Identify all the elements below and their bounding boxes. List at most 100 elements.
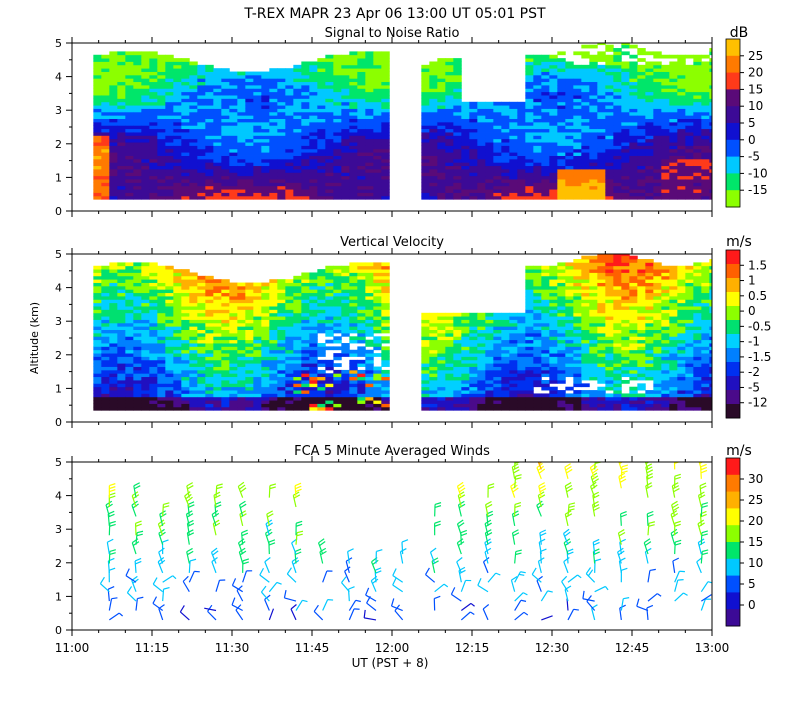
vv-cell <box>237 289 245 293</box>
snr-cell <box>101 112 109 116</box>
vv-cell <box>213 336 221 340</box>
snr-cell <box>189 119 197 123</box>
snr-cell <box>701 78 709 82</box>
snr-cell <box>285 152 293 156</box>
vv-cell <box>197 350 205 354</box>
snr-cell <box>173 145 181 149</box>
vv-cell <box>213 363 221 367</box>
snr-cell <box>205 102 213 106</box>
snr-cell <box>173 65 181 69</box>
vv-cell <box>333 272 341 276</box>
snr-cell <box>309 75 317 79</box>
vv-cell <box>149 363 157 367</box>
vv-cell <box>469 367 477 371</box>
vv-cell <box>421 343 429 347</box>
snr-cell <box>621 112 629 116</box>
snr-cell <box>317 145 325 149</box>
vv-cell <box>261 283 269 287</box>
vv-cell <box>261 370 269 374</box>
vv-cell <box>181 343 189 347</box>
snr-cell <box>101 115 109 119</box>
vv-cell <box>285 313 293 317</box>
vv-cell <box>181 350 189 354</box>
snr-cell <box>693 196 701 200</box>
snr-cell <box>637 166 645 170</box>
snr-colorbar-label: -10 <box>748 166 768 180</box>
snr-cell <box>581 145 589 149</box>
snr-cell <box>373 119 381 123</box>
vv-cell <box>117 350 125 354</box>
vv-cell <box>333 320 341 324</box>
vv-cell <box>189 356 197 360</box>
snr-cell <box>605 145 613 149</box>
vv-cell <box>237 343 245 347</box>
vv-cell <box>109 346 117 350</box>
vv-cell <box>221 316 229 320</box>
snr-cell <box>685 125 693 129</box>
vv-cell <box>125 276 133 280</box>
vv-cell <box>509 356 517 360</box>
vv-cell <box>253 299 261 303</box>
snr-cell <box>621 159 629 163</box>
vv-cell <box>157 316 165 320</box>
vv-cell <box>325 367 333 371</box>
snr-cell <box>229 172 237 176</box>
snr-cell <box>133 172 141 176</box>
vv-cell <box>133 293 141 297</box>
snr-cell <box>125 182 133 186</box>
snr-cell <box>357 75 365 79</box>
snr-cell <box>549 55 557 59</box>
vv-cell <box>253 309 261 313</box>
snr-cell <box>349 149 357 153</box>
snr-cell <box>141 172 149 176</box>
snr-cell <box>261 129 269 133</box>
snr-cell <box>141 58 149 62</box>
snr-cell <box>653 166 661 170</box>
vv-cell <box>333 323 341 327</box>
snr-cell <box>493 169 501 173</box>
snr-cell <box>469 193 477 197</box>
vv-cell <box>93 272 101 276</box>
vv-cell <box>277 336 285 340</box>
vv-cell <box>317 363 325 367</box>
snr-cell <box>349 82 357 86</box>
vv-cell <box>189 289 197 293</box>
snr-cell <box>213 149 221 153</box>
snr-cell <box>117 88 125 92</box>
snr-cell <box>309 132 317 136</box>
vv-cell <box>181 387 189 391</box>
vv-cell <box>101 309 109 313</box>
snr-cell <box>613 186 621 190</box>
vv-cell <box>237 333 245 337</box>
snr-cell <box>133 132 141 136</box>
snr-cell <box>237 92 245 96</box>
snr-cell <box>445 88 453 92</box>
vv-cell <box>461 313 469 317</box>
snr-cell <box>133 135 141 139</box>
vv-cell <box>333 346 341 350</box>
snr-cell <box>373 186 381 190</box>
snr-cell <box>661 145 669 149</box>
vv-cell <box>301 373 309 377</box>
snr-cell <box>589 156 597 160</box>
snr-cell <box>373 193 381 197</box>
snr-cell <box>557 105 565 109</box>
snr-cell <box>693 102 701 106</box>
vv-cell <box>237 346 245 350</box>
snr-cell <box>645 75 653 79</box>
vv-cell <box>117 387 125 391</box>
vv-cell <box>341 286 349 290</box>
snr-cell <box>421 162 429 166</box>
snr-cell <box>509 145 517 149</box>
snr-cell <box>341 142 349 146</box>
snr-cell <box>213 145 221 149</box>
snr-cell <box>237 122 245 126</box>
snr-cell <box>445 72 453 76</box>
snr-cell <box>141 61 149 65</box>
snr-cell <box>117 132 125 136</box>
vv-cell <box>301 393 309 397</box>
snr-cell <box>229 119 237 123</box>
vv-cell <box>357 283 365 287</box>
vv-cell <box>317 326 325 330</box>
snr-cell <box>141 132 149 136</box>
